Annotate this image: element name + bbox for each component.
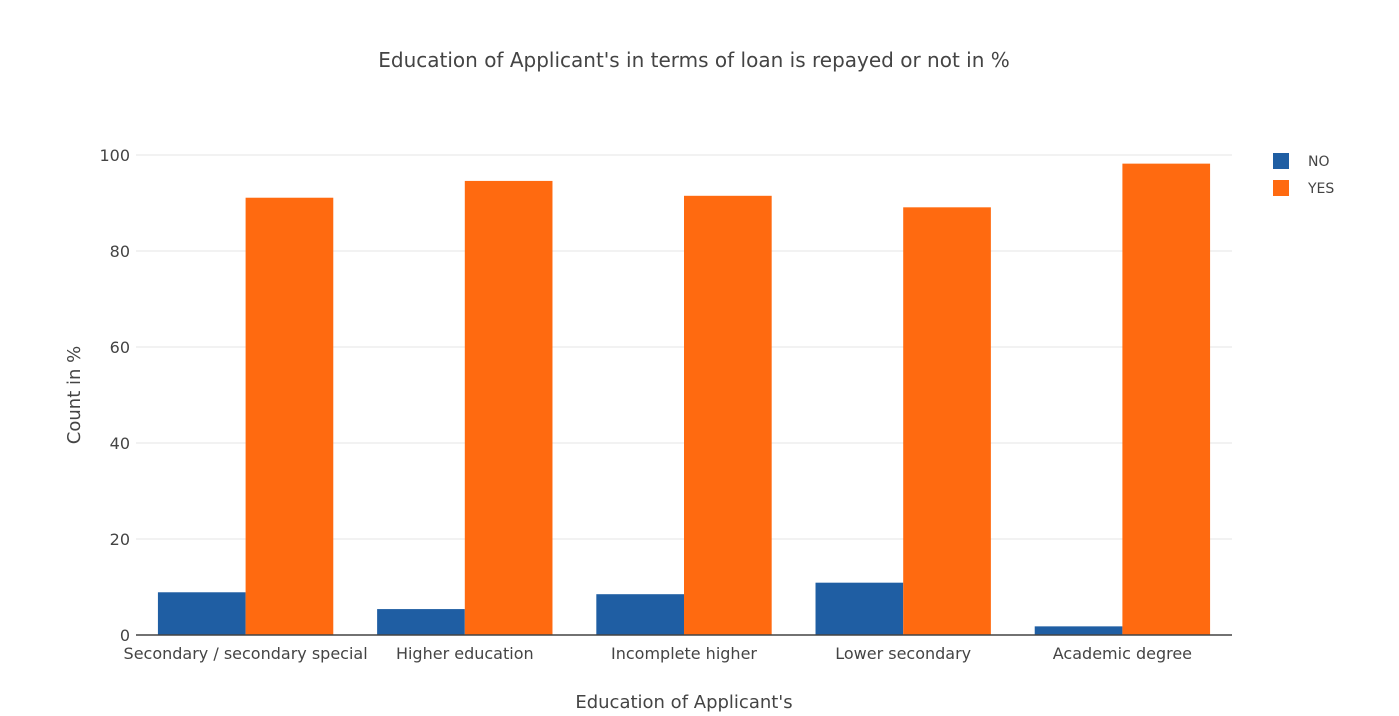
y-tick-label: 100 — [99, 146, 130, 165]
bar-no[interactable] — [377, 609, 465, 635]
bar-yes[interactable] — [684, 195, 772, 636]
bar-no[interactable] — [157, 592, 246, 635]
legend[interactable]: NO YES — [1273, 153, 1334, 197]
y-tick-label: 60 — [110, 338, 130, 357]
y-tick-label: 0 — [120, 626, 130, 645]
y-tick-label: 80 — [110, 242, 130, 261]
x-tick-label: Academic degree — [1053, 644, 1192, 663]
y-axis-ticks: 0 20 40 60 80 100 — [99, 146, 130, 645]
bar-yes[interactable] — [245, 197, 334, 635]
legend-swatch-no[interactable] — [1273, 153, 1289, 169]
x-tick-label: Higher education — [396, 644, 534, 663]
chart-title: Education of Applicant's in terms of loa… — [378, 48, 1009, 72]
bar-no[interactable] — [596, 594, 684, 635]
bars — [157, 163, 1211, 636]
x-tick-label: Lower secondary — [835, 644, 971, 663]
x-tick-label: Secondary / secondary special — [124, 644, 368, 663]
bar-yes[interactable] — [464, 180, 553, 636]
x-axis-title: Education of Applicant's — [575, 692, 792, 712]
legend-swatch-yes[interactable] — [1273, 180, 1289, 196]
bar-no[interactable] — [1034, 626, 1123, 635]
legend-label-yes[interactable]: YES — [1307, 181, 1334, 197]
x-axis-ticks: Secondary / secondary special Higher educ… — [124, 644, 1192, 663]
y-axis-title: Count in % — [64, 346, 85, 444]
bar-yes[interactable] — [903, 207, 991, 635]
legend-label-no[interactable]: NO — [1308, 154, 1330, 170]
x-tick-label: Incomplete higher — [611, 644, 757, 663]
bar-no[interactable] — [815, 582, 904, 635]
y-tick-label: 20 — [110, 530, 130, 549]
y-tick-label: 40 — [110, 434, 130, 453]
bar-yes[interactable] — [1122, 163, 1211, 635]
